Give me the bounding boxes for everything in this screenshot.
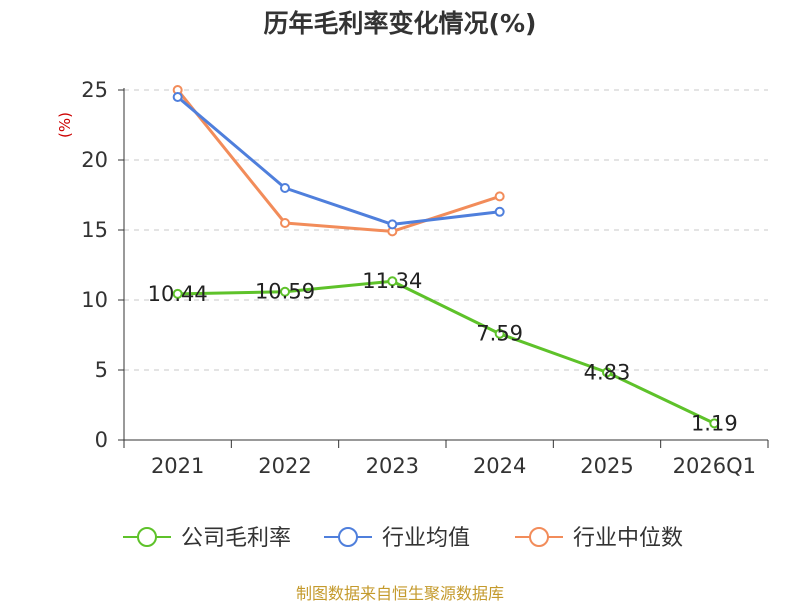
x-tick-labels: 2021 2022 2023 2024 2025 2026Q1 — [151, 454, 756, 478]
y-tick-labels: 0 5 10 15 20 25 — [81, 78, 108, 452]
data-point — [280, 218, 290, 228]
data-point — [494, 191, 505, 202]
legend-marker — [529, 527, 549, 547]
x-tick-label: 2026Q1 — [673, 454, 756, 478]
x-tick-label: 2021 — [151, 454, 204, 478]
y-tick-label: 15 — [81, 218, 108, 242]
data-label: 10.59 — [255, 280, 315, 304]
series-line-2 — [176, 95, 500, 226]
chart-title: 历年毛利率变化情况(%) — [263, 9, 537, 38]
y-tick-label: 25 — [81, 78, 108, 102]
source-note: 制图数据来自恒生聚源数据库 — [295, 584, 504, 603]
data-label: 4.83 — [584, 360, 631, 384]
series-line-1 — [177, 279, 715, 425]
x-tick-label: 2025 — [580, 454, 633, 478]
y-tick-label: 0 — [95, 428, 108, 452]
x-tick-label: 2022 — [258, 454, 311, 478]
legend: 公司毛利率 行业均值 行业中位数 — [123, 526, 683, 551]
data-point — [387, 276, 398, 287]
y-tick-label: 5 — [95, 358, 108, 382]
data-label: 7.59 — [476, 322, 523, 346]
legend-label: 行业均值 — [382, 526, 470, 551]
x-tick-label: 2023 — [366, 454, 419, 478]
legend-marker — [137, 527, 157, 547]
y-axis-label: (%) — [56, 112, 74, 138]
data-point — [709, 418, 720, 429]
data-label: 11.34 — [362, 269, 422, 293]
y-tick-label: 20 — [81, 148, 108, 172]
data-point — [280, 286, 290, 297]
legend-label: 公司毛利率 — [181, 526, 291, 551]
series-lines — [172, 85, 720, 429]
y-tick-label: 10 — [81, 288, 108, 312]
data-point — [172, 288, 183, 299]
data-point — [172, 92, 183, 102]
data-point — [494, 328, 505, 339]
legend-label: 行业中位数 — [573, 526, 683, 551]
x-tick-label: 2024 — [473, 454, 526, 478]
data-point — [494, 206, 505, 217]
data-label: 1.19 — [691, 411, 738, 435]
data-point — [280, 183, 290, 193]
series-line-3 — [176, 89, 501, 233]
legend-marker — [338, 527, 358, 547]
data-point — [387, 219, 398, 230]
data-label: 10.44 — [148, 282, 208, 306]
data-labels: 10.44 10.59 11.34 7.59 4.83 1.19 — [148, 269, 738, 435]
data-point — [602, 367, 612, 378]
grid-lines — [124, 89, 768, 371]
axes — [118, 88, 769, 448]
